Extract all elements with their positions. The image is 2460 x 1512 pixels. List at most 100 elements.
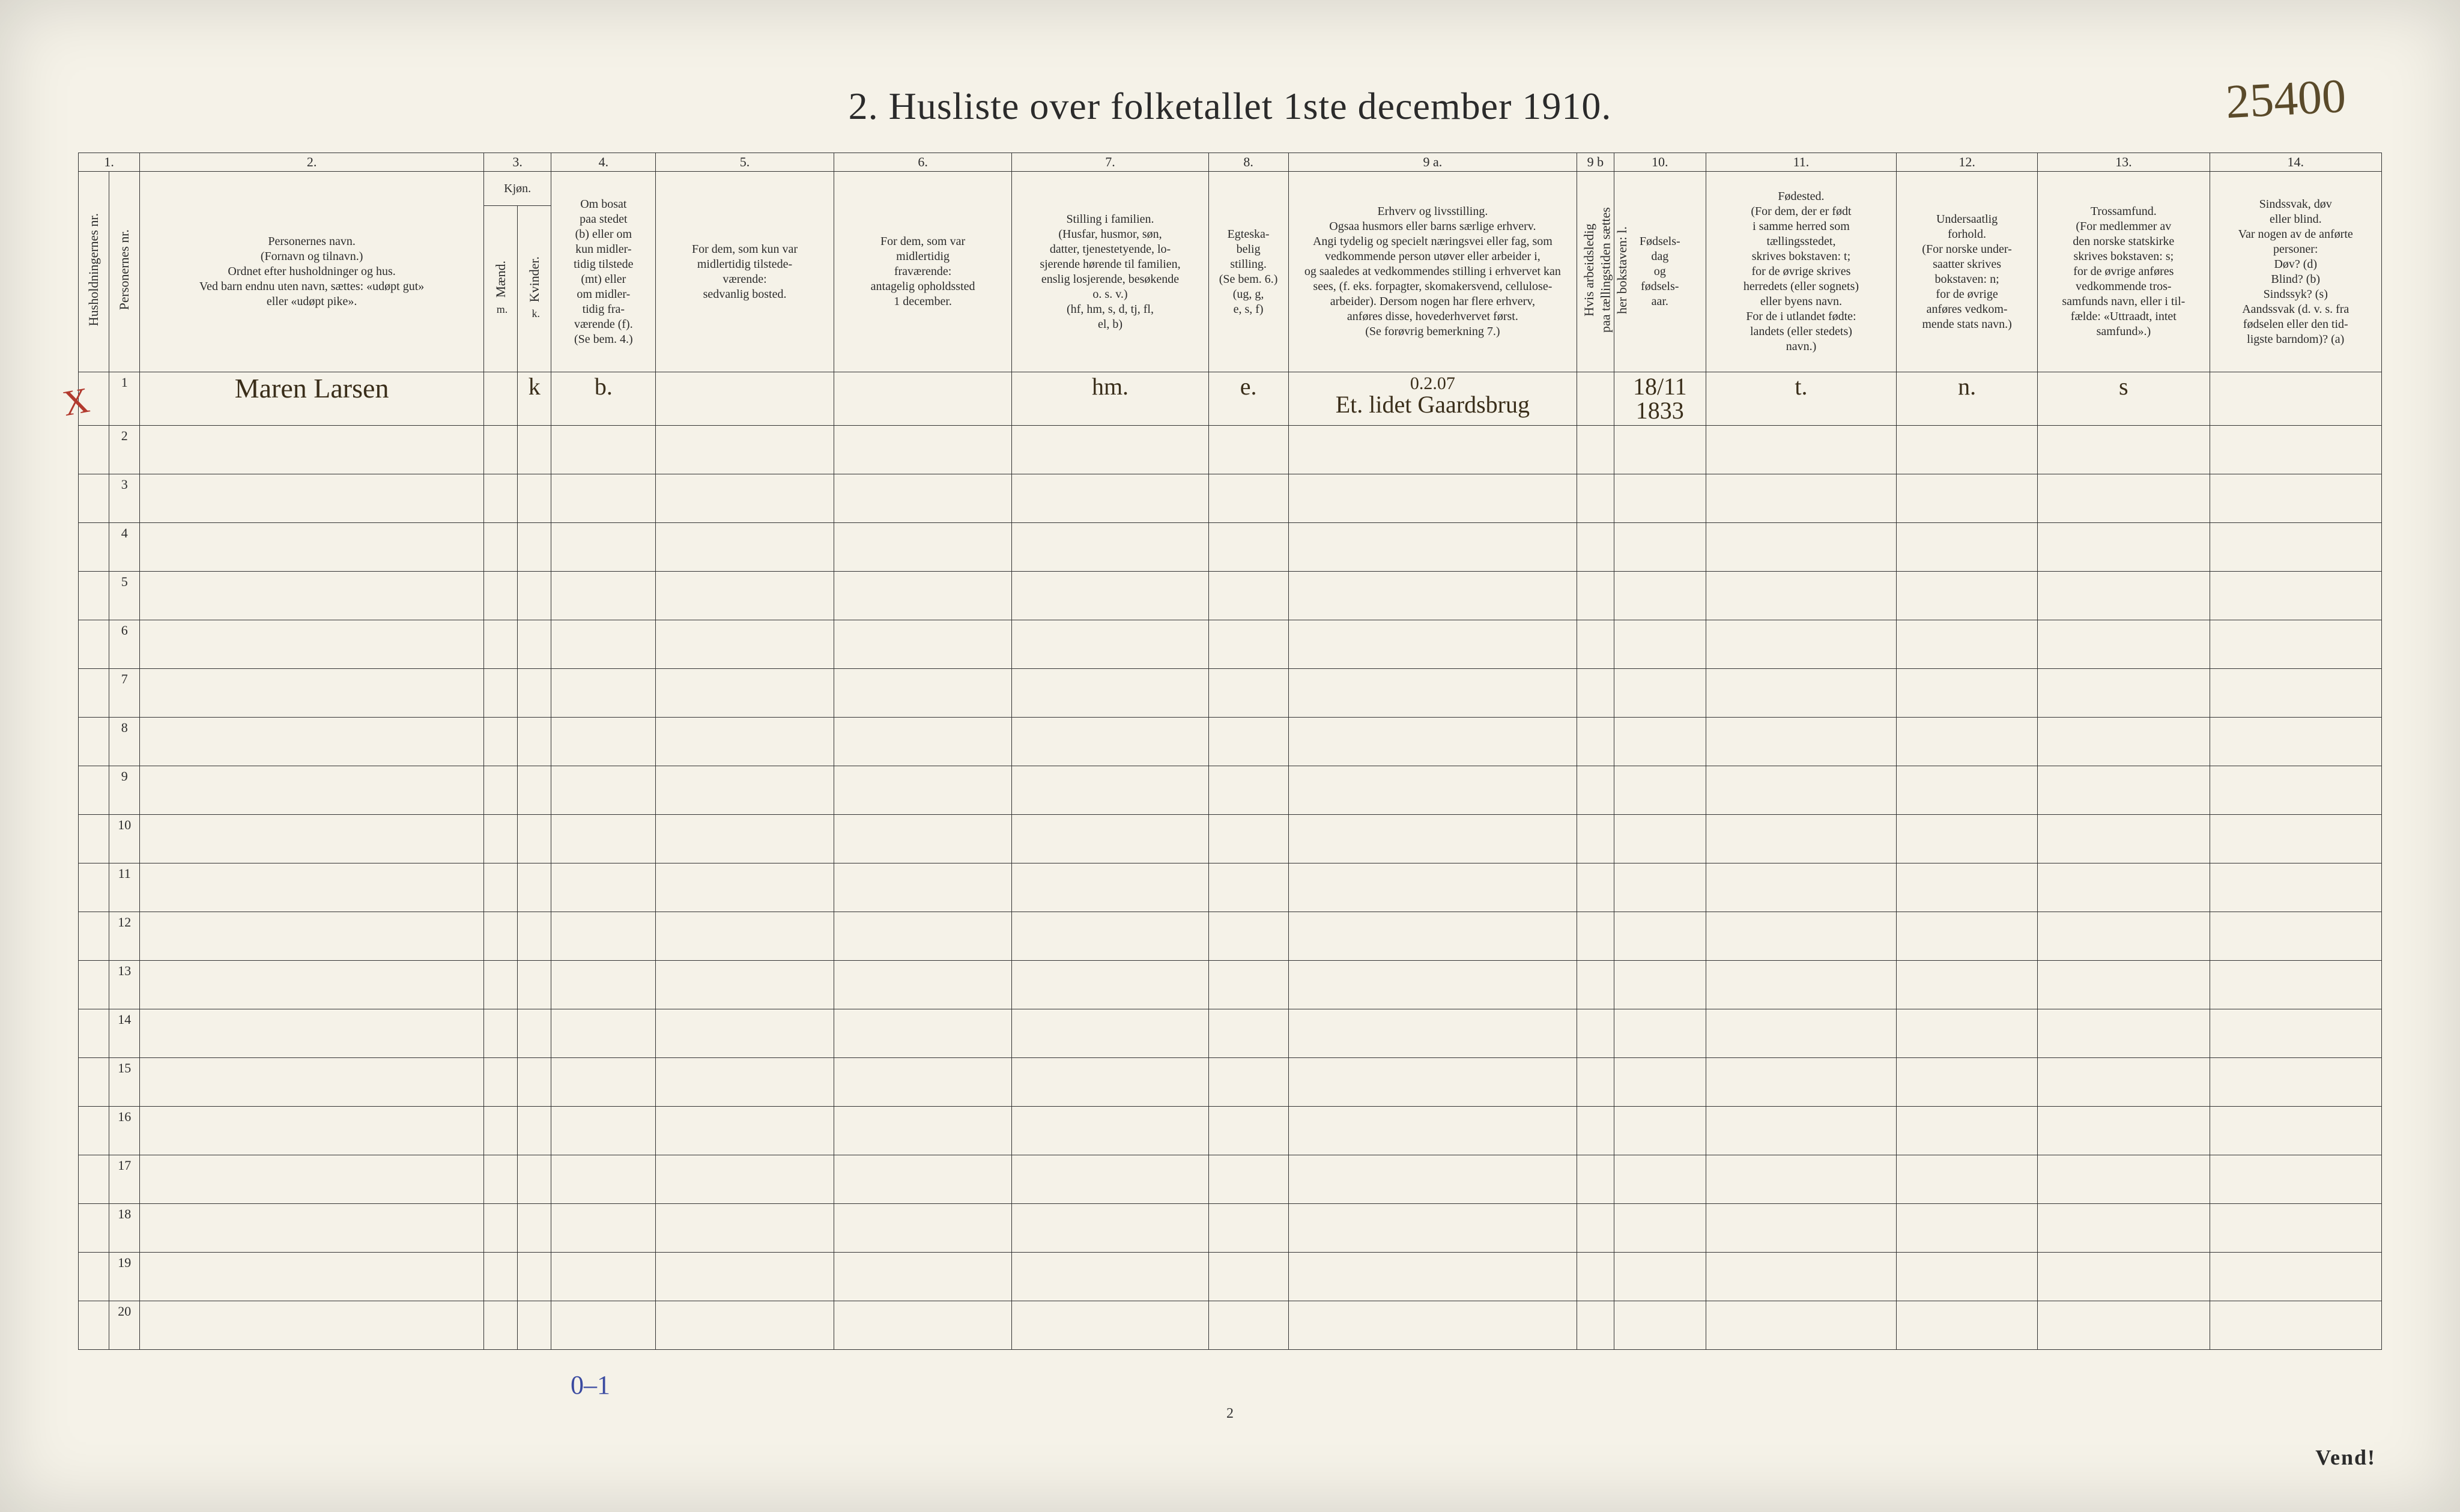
cell-erhverv: [1288, 523, 1577, 572]
table-row: 20: [79, 1301, 2382, 1350]
tally-annotation: 0–1: [571, 1370, 610, 1400]
cell-erhverv: [1288, 1301, 1577, 1350]
cell-hushold-nr: [79, 1253, 109, 1301]
cell-fodsel: [1614, 1058, 1706, 1107]
cell-stilling: [1012, 912, 1208, 961]
cell-fodested: [1706, 961, 1896, 1009]
head-person-nr: Personernes nr.: [109, 172, 140, 372]
cell-egte: [1208, 572, 1288, 620]
cell-sex-m: [483, 863, 517, 912]
cell-erhverv: [1288, 912, 1577, 961]
cell-tros: [2038, 1301, 2210, 1350]
cell-sinds: [2210, 815, 2381, 863]
cell-sex-m: [483, 1301, 517, 1350]
cell-erhverv: [1288, 1107, 1577, 1155]
colnum-12: 12.: [1896, 153, 2037, 172]
head-under: Undersaatlig forhold. (For norske under-…: [1896, 172, 2037, 372]
head-stilling: Stilling i familien. (Husfar, husmor, sø…: [1012, 172, 1208, 372]
cell-name: Maren Larsen: [140, 372, 484, 426]
cell-sex-m: [483, 912, 517, 961]
cell-egte: [1208, 474, 1288, 523]
cell-tros: [2038, 815, 2210, 863]
vend-label: Vend!: [2315, 1445, 2376, 1470]
cell-ledig: [1577, 863, 1614, 912]
cell-erhverv: [1288, 1155, 1577, 1204]
cell-under: n.: [1896, 372, 2037, 426]
cell-sex-m: [483, 572, 517, 620]
cell-sex-k: [518, 523, 551, 572]
cell-sex-k: [518, 669, 551, 718]
cell-egte: e.: [1208, 372, 1288, 426]
cell-person-nr: 4: [109, 523, 140, 572]
cell-midl-til: [656, 1009, 834, 1058]
cell-bosat: [551, 1204, 656, 1253]
cell-under: [1896, 1107, 2037, 1155]
cell-egte: [1208, 1009, 1288, 1058]
cell-sinds: [2210, 912, 2381, 961]
cell-bosat: [551, 766, 656, 815]
cell-stilling: [1012, 1009, 1208, 1058]
cell-fodsel: [1614, 815, 1706, 863]
cell-midl-til: [656, 912, 834, 961]
table-row: 14: [79, 1009, 2382, 1058]
cell-fodsel: [1614, 1155, 1706, 1204]
cell-sex-k: [518, 1155, 551, 1204]
colnum-1: 1.: [79, 153, 140, 172]
head-tros: Trossamfund. (For medlemmer av den norsk…: [2038, 172, 2210, 372]
cell-name: [140, 1009, 484, 1058]
cell-erhverv: [1288, 620, 1577, 669]
cell-under: [1896, 1155, 2037, 1204]
cell-name: [140, 1253, 484, 1301]
cell-person-nr: 3: [109, 474, 140, 523]
cell-fodested: [1706, 863, 1896, 912]
cell-ledig: [1577, 718, 1614, 766]
colnum-11: 11.: [1706, 153, 1896, 172]
cell-sinds: [2210, 372, 2381, 426]
cell-erhverv: [1288, 669, 1577, 718]
cell-fodsel: [1614, 766, 1706, 815]
cell-stilling: [1012, 1107, 1208, 1155]
cell-erhverv: [1288, 1009, 1577, 1058]
cell-ledig: [1577, 1058, 1614, 1107]
cell-hushold-nr: [79, 1009, 109, 1058]
cell-hushold-nr: [79, 1107, 109, 1155]
colnum-9a: 9 a.: [1288, 153, 1577, 172]
cell-erhverv: [1288, 863, 1577, 912]
cell-person-nr: 2: [109, 426, 140, 474]
cell-bosat: [551, 1253, 656, 1301]
cell-sex-k: [518, 426, 551, 474]
cell-sinds: [2210, 669, 2381, 718]
cell-sex-k: [518, 1107, 551, 1155]
cell-tros: [2038, 572, 2210, 620]
cell-erhverv: [1288, 718, 1577, 766]
cell-name: [140, 961, 484, 1009]
cell-fodsel: [1614, 1107, 1706, 1155]
cell-sinds: [2210, 1204, 2381, 1253]
cell-hushold-nr: [79, 961, 109, 1009]
cell-egte: [1208, 426, 1288, 474]
cell-sex-m: [483, 523, 517, 572]
cell-ledig: [1577, 474, 1614, 523]
cell-ledig: [1577, 1009, 1614, 1058]
cell-fodsel: [1614, 523, 1706, 572]
cell-name: [140, 1301, 484, 1350]
cell-fodested: t.: [1706, 372, 1896, 426]
cell-tros: [2038, 1058, 2210, 1107]
cell-person-nr: 15: [109, 1058, 140, 1107]
cell-midl-til: [656, 1058, 834, 1107]
cell-sex-m: [483, 1253, 517, 1301]
cell-fodsel: [1614, 718, 1706, 766]
cell-hushold-nr: [79, 766, 109, 815]
cell-erhverv: [1288, 1058, 1577, 1107]
cell-erhverv: [1288, 474, 1577, 523]
cell-sex-k: [518, 1204, 551, 1253]
cell-sex-k: [518, 1058, 551, 1107]
cell-hushold-nr: [79, 523, 109, 572]
cell-bosat: [551, 1058, 656, 1107]
cell-tros: [2038, 669, 2210, 718]
cell-stilling: [1012, 766, 1208, 815]
cell-midl-til: [656, 961, 834, 1009]
table-row: 8: [79, 718, 2382, 766]
cell-erhverv: 0.2.07Et. lidet Gaardsbrug: [1288, 372, 1577, 426]
cell-under: [1896, 523, 2037, 572]
